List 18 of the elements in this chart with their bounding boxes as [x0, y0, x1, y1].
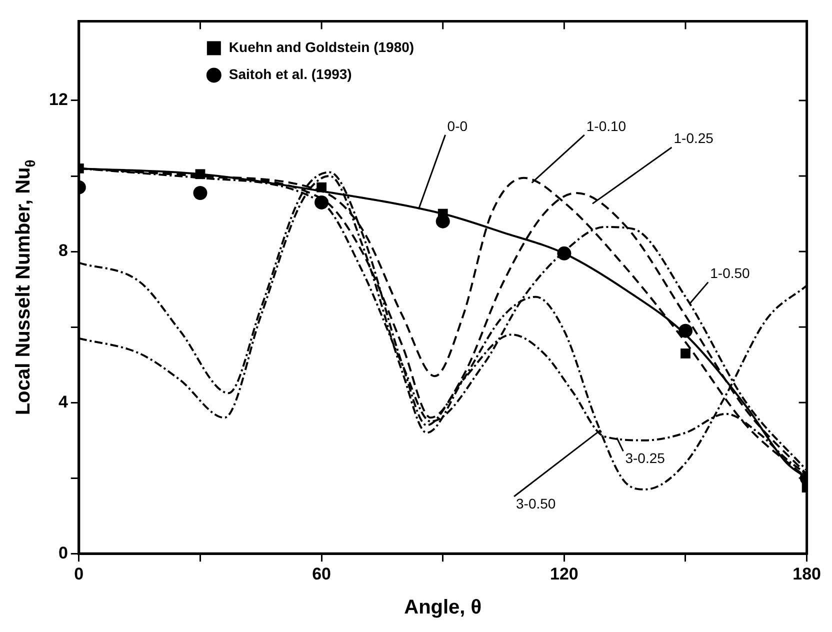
legend-label: Kuehn and Goldstein (1980): [228, 39, 414, 56]
y-tick-label: 8: [58, 241, 68, 260]
y-axis-title: Local Nusselt Number, Nuθ: [12, 160, 38, 416]
text: 1-0.50: [710, 265, 750, 282]
legend-label: Saitoh et al. (1993): [228, 66, 352, 82]
x-tick-label: 60: [312, 564, 332, 584]
y-tick-label: 12: [48, 90, 68, 110]
text: 1-0.10: [586, 118, 626, 134]
y-tick-label: 0: [58, 543, 68, 562]
x-tick-label: 180: [792, 564, 822, 584]
x-axis-title: Angle, θ: [404, 596, 482, 619]
text: 0-0: [447, 118, 468, 134]
series-label: 3-0.25: [625, 450, 666, 466]
x-tick-label: 120: [550, 564, 578, 584]
text: 3-0.50: [516, 495, 556, 512]
x-tick-label: 0: [74, 564, 84, 584]
text: 1-0.25: [674, 130, 714, 146]
y-tick-label: 4: [58, 392, 68, 412]
